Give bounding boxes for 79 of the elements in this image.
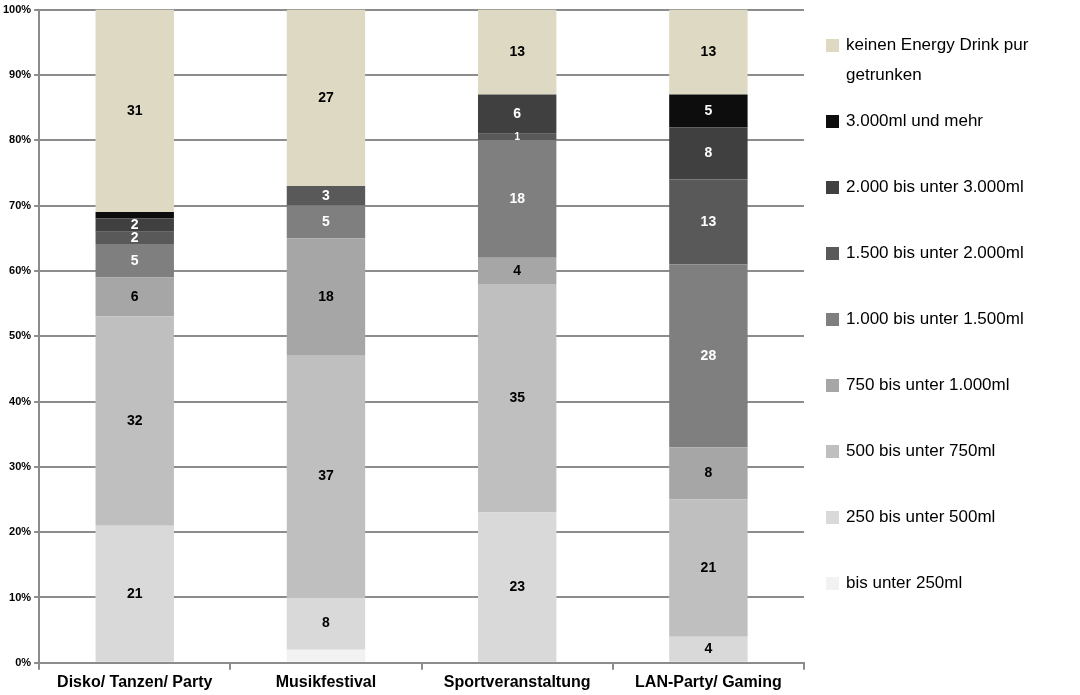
bar bbox=[95, 525, 174, 662]
y-tick-label: 80% bbox=[9, 133, 32, 146]
bar bbox=[477, 94, 557, 134]
data-label: 8 bbox=[704, 144, 713, 161]
bar bbox=[669, 636, 748, 662]
bar bbox=[286, 185, 366, 206]
legend-label: 3.000ml und mehr bbox=[846, 110, 984, 132]
x-tick-label: Musikfestival bbox=[275, 672, 377, 690]
bar bbox=[95, 244, 174, 278]
bar bbox=[95, 316, 174, 526]
y-tick-label: 50% bbox=[9, 329, 32, 342]
data-label: 13 bbox=[700, 42, 717, 59]
y-tick-label: 0% bbox=[15, 655, 32, 668]
legend-label: 2.000 bis unter 3.000ml bbox=[846, 176, 1024, 198]
bar bbox=[95, 212, 174, 219]
y-tick-label: 70% bbox=[9, 198, 32, 211]
data-label: 4 bbox=[513, 261, 522, 278]
y-tick-label: 90% bbox=[9, 67, 32, 80]
bar bbox=[286, 597, 366, 650]
data-label: 5 bbox=[704, 101, 713, 118]
data-label: 8 bbox=[322, 614, 331, 631]
y-tick-label: 20% bbox=[9, 525, 32, 538]
data-label: 8 bbox=[704, 464, 713, 481]
y-tick-label: 40% bbox=[9, 394, 32, 407]
data-label: 31 bbox=[126, 101, 143, 118]
data-label: 21 bbox=[700, 558, 717, 575]
data-label: 32 bbox=[126, 411, 143, 428]
bar bbox=[669, 264, 748, 448]
legend-label: 1.000 bis unter 1.500ml bbox=[846, 308, 1024, 330]
y-tick-label: 100% bbox=[2, 2, 32, 15]
data-label: 21 bbox=[126, 584, 143, 601]
data-label: 13 bbox=[700, 212, 717, 229]
legend-label: 250 bis unter 500ml bbox=[846, 506, 996, 528]
bar bbox=[669, 94, 748, 128]
bar bbox=[286, 649, 366, 662]
bar bbox=[95, 277, 174, 317]
legend-label: bis unter 250ml bbox=[846, 572, 963, 594]
bar bbox=[477, 9, 557, 95]
bar bbox=[477, 140, 557, 258]
y-tick-label: 30% bbox=[9, 459, 32, 472]
bar bbox=[669, 9, 748, 95]
bar bbox=[286, 9, 366, 186]
data-label: 3 bbox=[322, 186, 331, 203]
bar bbox=[477, 512, 557, 662]
y-tick-label: 60% bbox=[9, 263, 32, 276]
data-label: 5 bbox=[130, 251, 139, 268]
data-label: 37 bbox=[318, 467, 334, 484]
legend-label: 750 bis unter 1.000ml bbox=[846, 374, 1010, 396]
bar bbox=[95, 9, 174, 213]
legend-label: keinen Energy Drink pur getrunken bbox=[846, 34, 1030, 86]
x-tick-label: LAN-Party/ Gaming bbox=[635, 672, 782, 690]
data-label: 6 bbox=[130, 287, 139, 304]
x-tick-label: Sportveranstaltung bbox=[443, 672, 591, 690]
bar bbox=[477, 257, 557, 284]
data-label: 6 bbox=[513, 104, 522, 121]
bar bbox=[95, 218, 174, 232]
x-tick-label: Disko/ Tanzen/ Party bbox=[57, 672, 213, 690]
data-label: 23 bbox=[509, 578, 526, 595]
data-label: 5 bbox=[322, 212, 331, 229]
y-tick-label: 10% bbox=[9, 590, 32, 603]
bar bbox=[286, 238, 366, 356]
data-label: 18 bbox=[509, 189, 526, 206]
bar bbox=[669, 447, 748, 500]
bar bbox=[286, 205, 366, 239]
bar bbox=[669, 499, 748, 637]
data-label: 1 bbox=[514, 130, 521, 142]
data-label: 27 bbox=[318, 88, 334, 105]
legend-label: 500 bis unter 750ml bbox=[846, 440, 996, 462]
legend-label: 1.500 bis unter 2.000ml bbox=[846, 242, 1024, 264]
data-label: 13 bbox=[509, 42, 526, 59]
bar bbox=[477, 283, 557, 513]
data-label: 35 bbox=[509, 389, 526, 406]
bar bbox=[95, 231, 174, 245]
data-label: 28 bbox=[700, 346, 717, 363]
data-label: 18 bbox=[318, 287, 334, 304]
bar bbox=[669, 179, 748, 265]
bar bbox=[286, 355, 366, 598]
data-label: 4 bbox=[704, 640, 713, 657]
bar bbox=[669, 127, 748, 180]
